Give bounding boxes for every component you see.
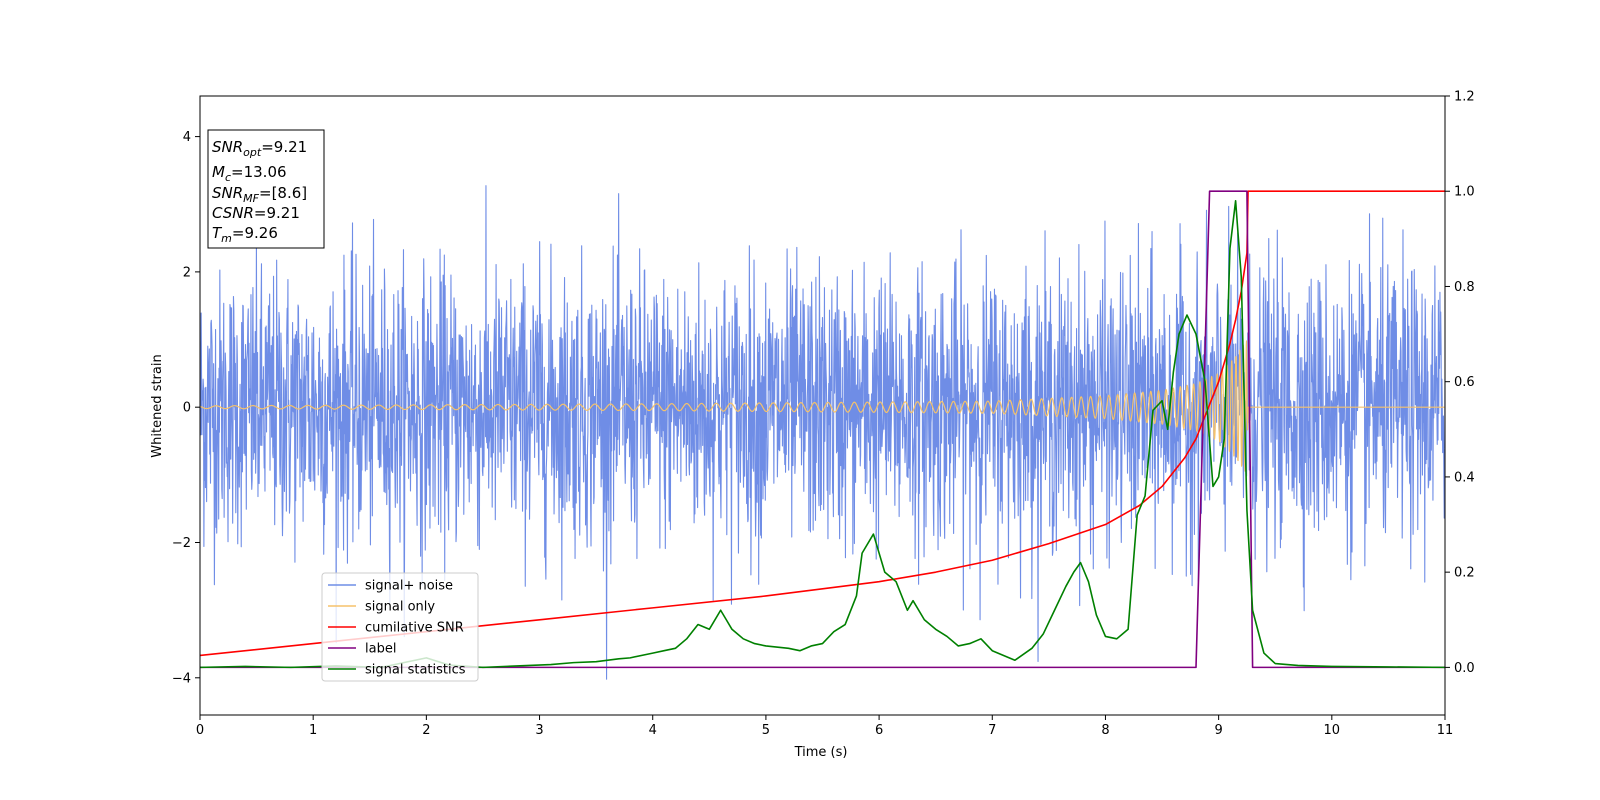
series-line-signal-noise <box>200 185 1445 680</box>
x-tick-label: 7 <box>988 723 996 738</box>
legend-entry-cumilative-snr: cumilative SNR <box>328 621 464 636</box>
y-right-tick-label: 0.2 <box>1454 566 1475 581</box>
axes-frame <box>199 95 1446 716</box>
legend-entry-signal-statistics: signal statistics <box>328 663 466 678</box>
y-right-tick-label: 0.6 <box>1454 375 1475 390</box>
legend-entry-signal-only: signal only <box>328 600 435 615</box>
info-tm: Tm=9.26 <box>212 224 278 245</box>
legend-label-signal-statistics: signal statistics <box>365 663 466 678</box>
y-left-tick-label: 2 <box>183 265 191 280</box>
y-axis-label: Whitened strain <box>150 354 165 457</box>
legend-entry-label: label <box>328 642 396 657</box>
info-box-frame <box>207 129 325 249</box>
info-snr-mf: SNRMF=[8.6] <box>212 184 307 205</box>
x-tick-label: 3 <box>535 723 543 738</box>
y-right-tick-label: 1.2 <box>1454 90 1475 105</box>
y-left-tick-label: 0 <box>183 401 191 416</box>
x-tick-label: 5 <box>762 723 770 738</box>
series-line-signal-only <box>200 340 1445 472</box>
y-right-tick-label: 1.0 <box>1454 185 1475 200</box>
plot-area <box>200 185 1445 680</box>
legend-label-label: label <box>365 642 396 657</box>
series-line-signal-statistics <box>200 199 1445 669</box>
legend-entry-signal-noise: signal+ noise <box>328 579 453 594</box>
x-tick-label: 11 <box>1437 723 1454 738</box>
legend-label-cumilative-snr: cumilative SNR <box>365 621 464 636</box>
x-axis-label: Time (s) <box>794 745 848 760</box>
x-tick-label: 2 <box>422 723 430 738</box>
series-line-label <box>200 190 1445 669</box>
legend-label-signal-noise: signal+ noise <box>365 579 453 594</box>
y-left-tick-label: 4 <box>183 130 191 145</box>
x-tick-label: 10 <box>1324 723 1341 738</box>
x-tick-label: 9 <box>1214 723 1222 738</box>
y-left-tick-label: −2 <box>172 536 191 551</box>
axes: 0 1 2 3 4 5 6 7 8 9 10 11 −4 −2 0 2 4 0.0 0.2 0.4 0.6 0.8 1.0 1… <box>172 90 1475 739</box>
legend: signal+ noise signal only cumilative SNR… <box>321 572 479 682</box>
legend-frame <box>321 572 479 682</box>
info-mc: Mc=13.06 <box>212 163 287 184</box>
legend-label-signal-only: signal only <box>365 600 435 615</box>
y-left-tick-label: −4 <box>172 671 191 686</box>
info-csnr: CSNR=9.21 <box>212 204 300 222</box>
y-right-tick-label: 0.8 <box>1454 280 1475 295</box>
x-tick-label: 6 <box>875 723 883 738</box>
y-right-tick-label: 0.0 <box>1454 661 1475 676</box>
y-right-tick-label: 0.4 <box>1454 470 1475 485</box>
info-box: SNRopt=9.21 Mc=13.06 SNRMF=[8.6] CSNR=9.… <box>207 129 325 249</box>
x-tick-label: 0 <box>196 723 204 738</box>
x-tick-label: 1 <box>309 723 317 738</box>
x-tick-label: 4 <box>649 723 657 738</box>
info-snr-opt: SNRopt=9.21 <box>212 138 307 159</box>
x-tick-label: 8 <box>1101 723 1109 738</box>
